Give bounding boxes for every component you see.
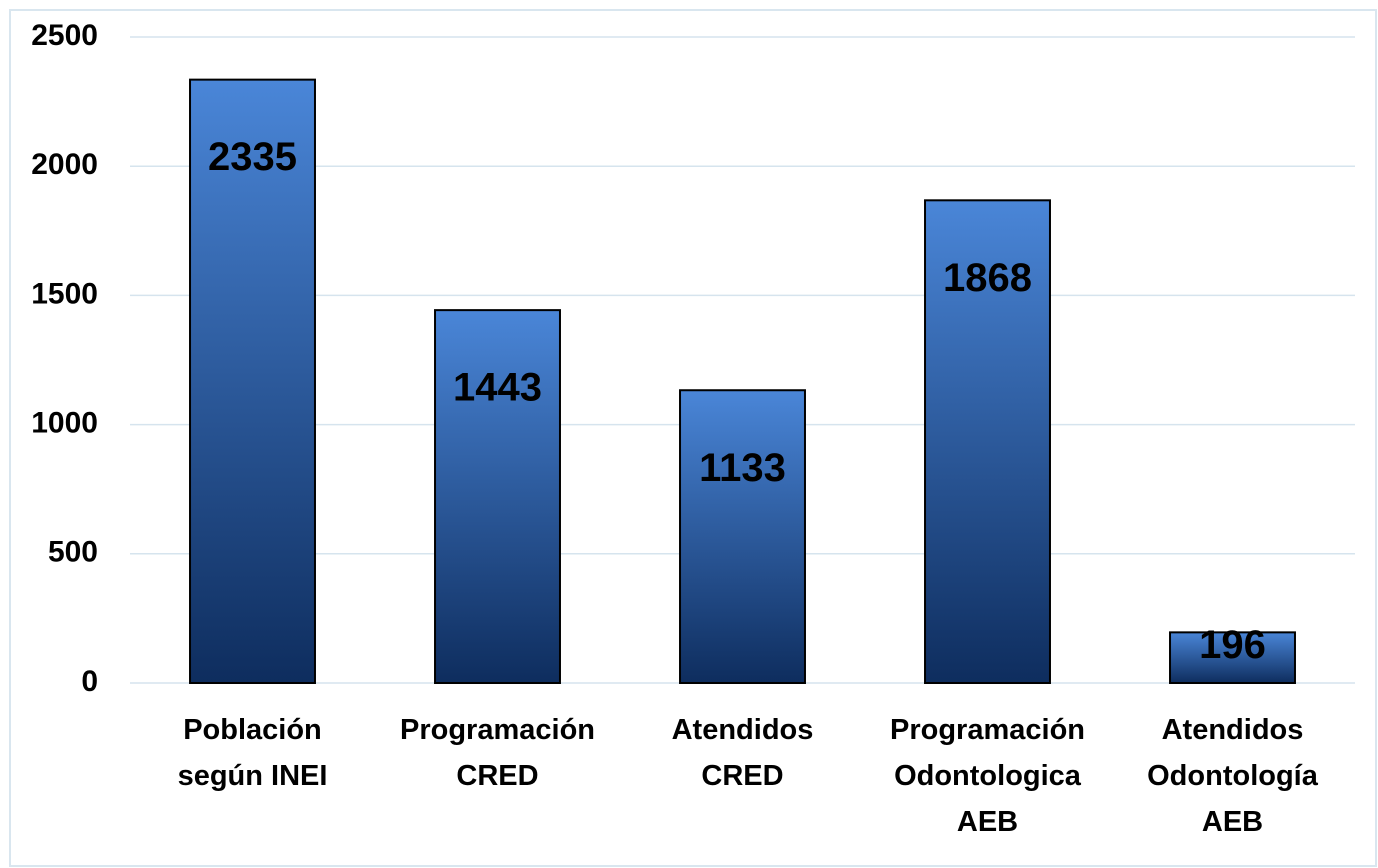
x-tick-line: Odontologica — [894, 760, 1082, 792]
x-tick-label: Programación CRED — [400, 714, 595, 792]
y-tick-label: 2500 — [31, 19, 98, 52]
x-tick-line: AEB — [1202, 806, 1263, 838]
x-tick-label: Atendidos CRED — [672, 714, 814, 792]
data-label: 1443 — [453, 366, 542, 410]
x-tick-line: Programación — [400, 714, 595, 746]
data-label: 1868 — [943, 256, 1032, 300]
y-tick-label: 1500 — [31, 277, 98, 310]
y-tick-label: 500 — [48, 536, 98, 569]
y-tick-label: 1000 — [31, 407, 98, 440]
data-label: 196 — [1199, 623, 1266, 667]
x-tick-line: CRED — [456, 760, 538, 792]
x-tick-line: Población — [183, 714, 322, 746]
y-tick-label: 0 — [81, 665, 98, 698]
bar — [189, 78, 316, 685]
data-label: 2335 — [208, 135, 297, 179]
y-tick-label: 2000 — [31, 148, 98, 181]
x-tick-line: Atendidos — [1162, 714, 1304, 746]
x-tick-line: según INEI — [178, 760, 328, 792]
data-label: 1133 — [699, 446, 786, 490]
bar — [434, 309, 561, 684]
x-tick-label: Atendidos Odontología AEB — [1147, 714, 1319, 838]
x-tick-label: Programación Odontologica AEB — [890, 714, 1085, 838]
x-tick-line: Odontología — [1147, 760, 1319, 792]
x-tick-line: AEB — [957, 806, 1018, 838]
x-tick-line: Atendidos — [672, 714, 814, 746]
x-tick-line: Programación — [890, 714, 1085, 746]
frame — [9, 9, 1377, 867]
bar — [924, 199, 1051, 684]
bar — [1169, 631, 1296, 684]
bar — [679, 389, 806, 684]
x-tick-line: CRED — [701, 760, 783, 792]
x-tick-label: Población según INEI — [178, 714, 328, 792]
